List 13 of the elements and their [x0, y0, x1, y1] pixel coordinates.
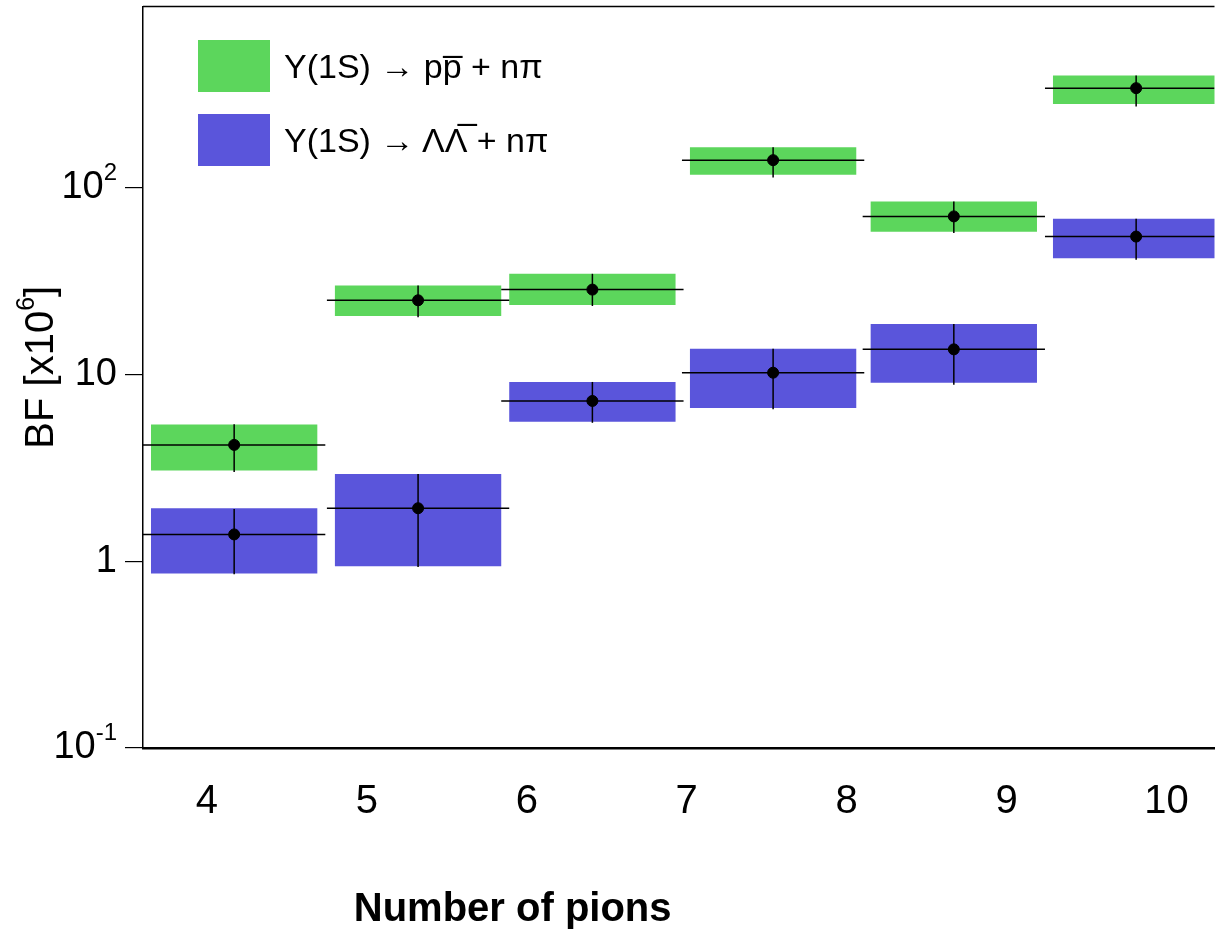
- legend-label: Υ(1S) → pp̅ + nπ: [284, 46, 543, 86]
- y-axis-title: BF [x106]: [10, 285, 62, 449]
- legend-label: Υ(1S) → ΛΛ̅ + nπ: [284, 120, 549, 160]
- x-tick-label: 8: [835, 777, 858, 822]
- x-axis-title: Number of pions: [353, 885, 672, 930]
- x-tick-label: 5: [355, 777, 379, 822]
- y-tick-label: 10: [74, 350, 118, 393]
- y-tick-label: 1: [95, 537, 118, 580]
- x-tick-label: 9: [995, 777, 1018, 822]
- x-tick-label: 4: [195, 777, 219, 822]
- x-tick-label: 7: [675, 777, 698, 822]
- x-tick-label: 6: [515, 777, 538, 822]
- x-tick-label: 10: [1144, 777, 1189, 822]
